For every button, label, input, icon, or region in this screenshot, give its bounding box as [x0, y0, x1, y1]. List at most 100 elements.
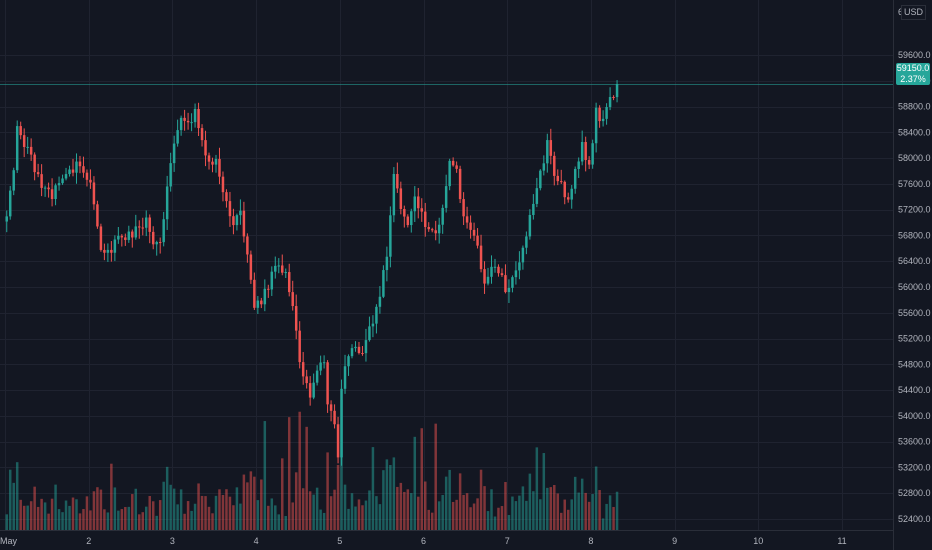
y-tick-label: 52800.0 [898, 488, 931, 498]
x-tick-label: 2 [86, 536, 91, 546]
volume-bar [612, 506, 615, 530]
candle-body [158, 242, 162, 244]
volume-bar [451, 501, 455, 530]
volume-bar [420, 428, 423, 530]
volume-bar [8, 469, 12, 530]
candle-body [573, 168, 577, 189]
candle-body [497, 266, 500, 274]
volume-bar [549, 487, 553, 530]
volume-bar [176, 504, 179, 530]
y-tick-label: 53200.0 [898, 462, 931, 472]
volume-bar [5, 514, 8, 530]
candle-body [183, 117, 186, 121]
x-tick-label: 11 [837, 536, 846, 546]
y-tick-label: 52400.0 [898, 514, 931, 524]
volume-bar [378, 504, 382, 530]
candle-body [455, 165, 458, 169]
volume-bar [326, 452, 329, 530]
candle-body [92, 182, 96, 205]
candle-body [85, 172, 89, 180]
volume-bar [211, 513, 214, 530]
volume-bar [385, 459, 389, 530]
volume-bar [528, 473, 532, 530]
volume-bar [570, 499, 573, 530]
volume-bar [472, 503, 476, 530]
volume-bar [256, 500, 260, 530]
y-tick-label: 58800.0 [898, 102, 931, 112]
x-tick-label: 4 [254, 536, 259, 546]
volume-bar [40, 498, 43, 530]
volume-bar [263, 421, 267, 530]
x-tick-label: 7 [505, 536, 510, 546]
candle-body [5, 216, 8, 222]
y-tick-label: 56800.0 [898, 230, 931, 240]
candle-body [169, 163, 172, 187]
candle-body [50, 189, 54, 200]
candle-body [260, 300, 263, 305]
candle-body [347, 356, 350, 367]
candle-body [608, 97, 612, 108]
volume-bar [479, 469, 483, 530]
volume-bar [82, 509, 85, 530]
x-tick-label: 3 [170, 536, 175, 546]
volume-bar [298, 411, 301, 530]
candle-body [560, 181, 563, 183]
volume-bar [535, 447, 539, 530]
currency-label[interactable]: USD [900, 5, 926, 20]
volume-bar [392, 457, 396, 530]
volume-bar [225, 489, 228, 530]
candle-body [131, 231, 134, 238]
candle-body [190, 122, 193, 124]
candle-body [430, 229, 434, 231]
candle-body [54, 185, 57, 200]
candle-body [361, 352, 364, 354]
volume-bar [12, 482, 15, 530]
volume-bar [389, 464, 392, 530]
candle-body [315, 370, 319, 383]
volume-bar [336, 464, 340, 530]
volume-bar [458, 473, 462, 530]
volume-bar [413, 436, 417, 530]
volume-bar [221, 494, 225, 530]
volume-bar [368, 490, 371, 530]
candle-body [514, 270, 518, 278]
y-tick-label: 58400.0 [898, 127, 931, 137]
candle-body [301, 362, 305, 377]
volume-bar [103, 509, 106, 530]
volume-bar [364, 500, 368, 530]
candle-body [556, 175, 560, 182]
candle-body [451, 160, 455, 166]
candle-body [274, 265, 277, 272]
volume-bar [291, 502, 294, 530]
volume-bar [75, 499, 78, 530]
volume-bar [525, 500, 528, 530]
volume-bar [375, 496, 378, 530]
volume-bar [186, 501, 190, 530]
volume-bar [396, 486, 399, 530]
candle-body [298, 330, 301, 363]
candle-body [368, 326, 371, 341]
volume-bar [277, 514, 281, 530]
candle-body [256, 300, 260, 308]
volume-bar [504, 482, 507, 530]
candle-body [235, 215, 239, 226]
candle-body [99, 226, 103, 250]
volume-bar [497, 507, 500, 530]
volume-bar [110, 463, 113, 530]
volume-bar [424, 481, 427, 530]
volume-bar [246, 482, 249, 530]
candle-body [218, 158, 221, 177]
candle-body [277, 265, 281, 267]
volume-bar [347, 508, 350, 530]
candle-body [458, 168, 462, 200]
volume-bar [214, 495, 218, 530]
candle-body [249, 254, 253, 280]
candle-body [68, 169, 71, 175]
candle-body [570, 188, 573, 200]
y-tick-label: 54000.0 [898, 411, 931, 421]
candle-body [151, 231, 155, 245]
candle-body [528, 214, 532, 237]
y-tick-label: 55600.0 [898, 308, 931, 318]
candle-body [162, 219, 165, 243]
volume-bar [287, 417, 291, 530]
